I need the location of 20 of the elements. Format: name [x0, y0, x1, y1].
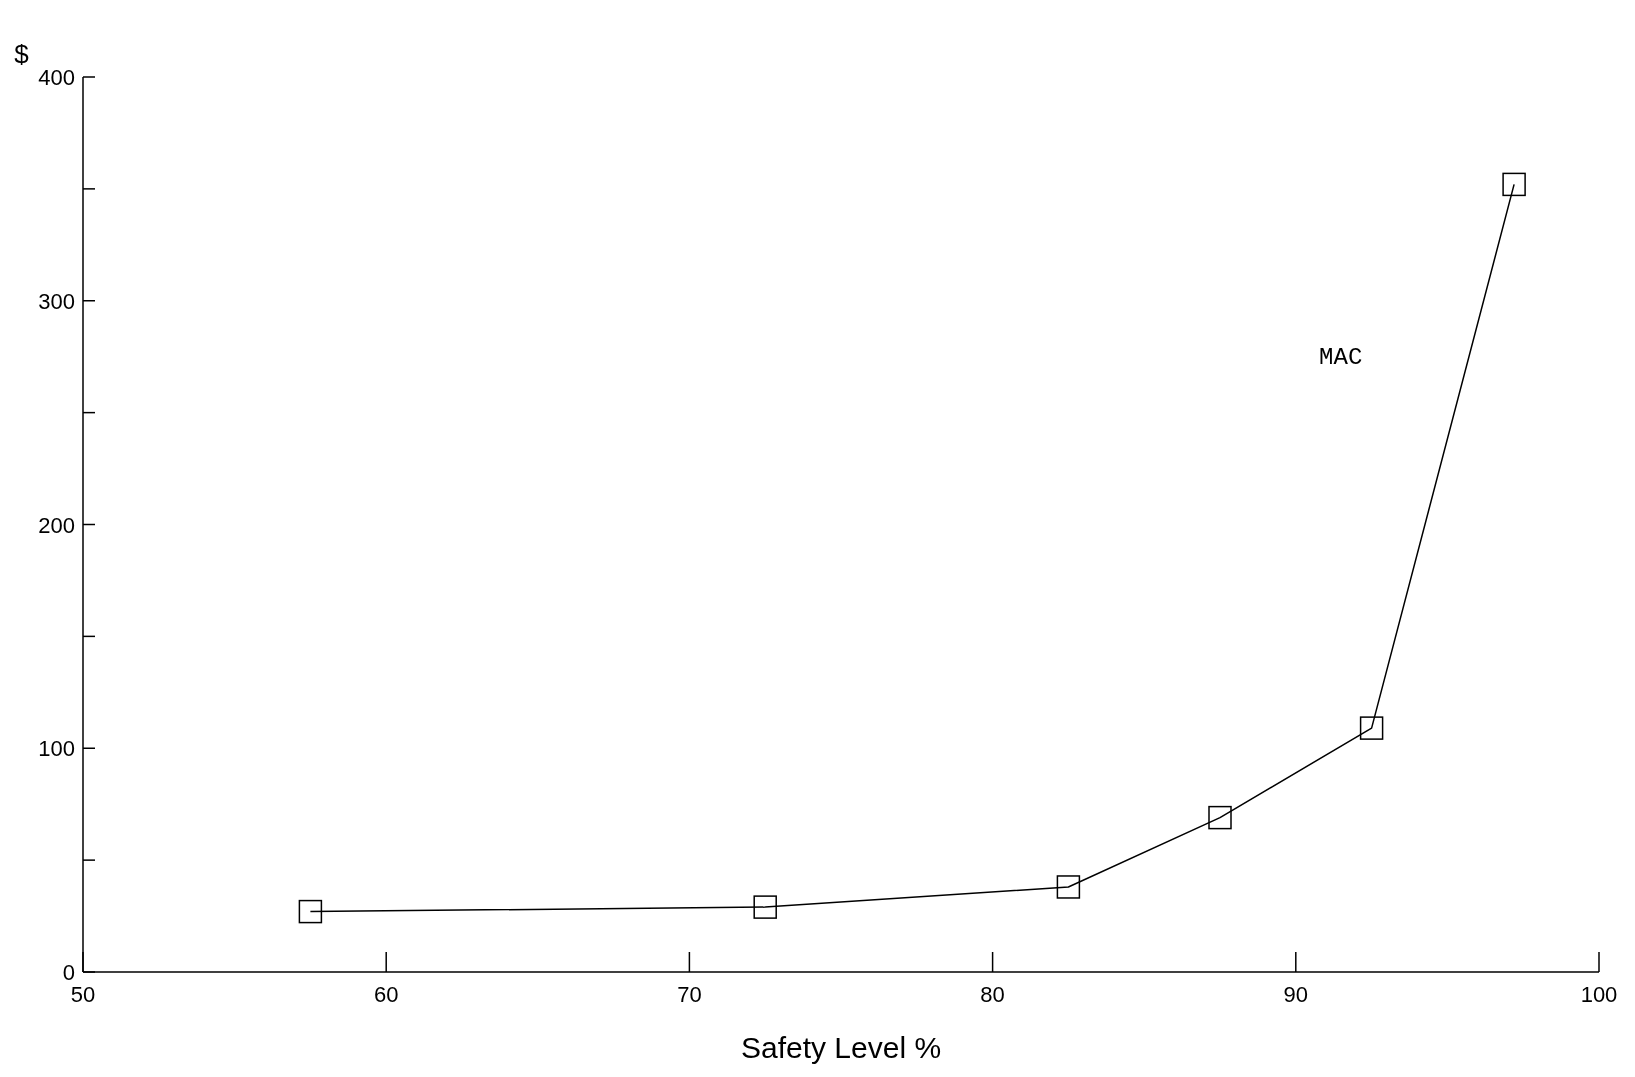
x-tick-label: 80	[980, 982, 1005, 1007]
y-tick-label: 100	[38, 736, 75, 762]
point	[1056, 875, 1081, 899]
y-axis-title: $	[14, 39, 30, 69]
y-tick-label: 400	[38, 65, 75, 90]
x-tick-label: 70	[677, 982, 702, 1007]
y-tick-label: 0	[62, 960, 75, 985]
x-tick-label: 60	[373, 982, 399, 1007]
point	[1502, 172, 1526, 197]
point	[753, 895, 777, 919]
point	[1208, 805, 1232, 830]
x-tick-label: 100	[1580, 982, 1618, 1007]
x-tick-label: 50	[70, 982, 96, 1007]
point	[298, 899, 323, 924]
y-tick-label: 200	[38, 512, 75, 538]
point	[1359, 716, 1384, 740]
x-axis-title: Safety Level %	[740, 1031, 942, 1064]
y-tick-label: 300	[38, 288, 75, 314]
x-tick-label: 90	[1283, 982, 1309, 1007]
text: MAC	[1319, 344, 1363, 372]
